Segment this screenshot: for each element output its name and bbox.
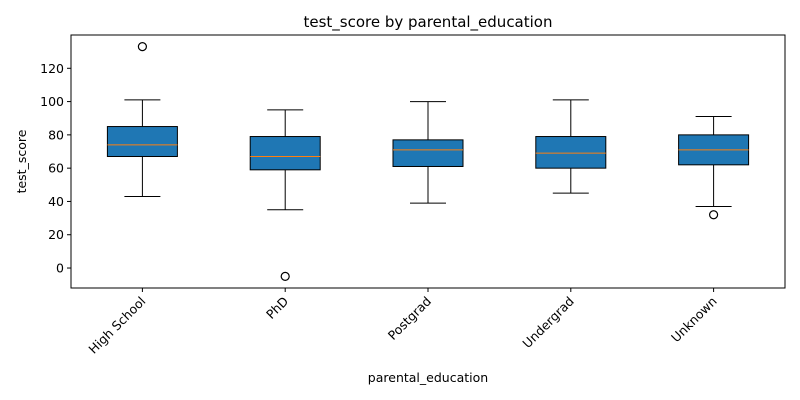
chart-title: test_score by parental_education [303, 13, 552, 32]
y-tick-label: 80 [48, 127, 64, 142]
box-phd [249, 136, 321, 171]
y-tick-label: 40 [48, 194, 64, 209]
x-tick-label: Undergrad [519, 294, 576, 351]
box-postgrad [392, 139, 464, 167]
outlier-point [708, 210, 719, 220]
box-high-school [106, 126, 178, 158]
x-tick-label: Unknown [668, 294, 720, 346]
x-tick-label: Postgrad [385, 294, 434, 343]
y-axis-label: test_score [14, 129, 29, 193]
plot-area [106, 42, 750, 281]
outlier-point [280, 271, 290, 281]
x-axis-label: parental_education [368, 370, 488, 385]
outlier-point [137, 42, 147, 52]
box-undergrad [535, 136, 607, 169]
y-tick-label: 100 [40, 94, 64, 109]
y-tick-label: 120 [40, 61, 64, 76]
x-tick-label: High School [85, 294, 148, 357]
y-tick-label: 20 [48, 227, 64, 242]
x-tick-label: PhD [263, 294, 291, 322]
y-tick-label: 60 [48, 161, 64, 176]
y-tick-label: 0 [56, 261, 64, 276]
